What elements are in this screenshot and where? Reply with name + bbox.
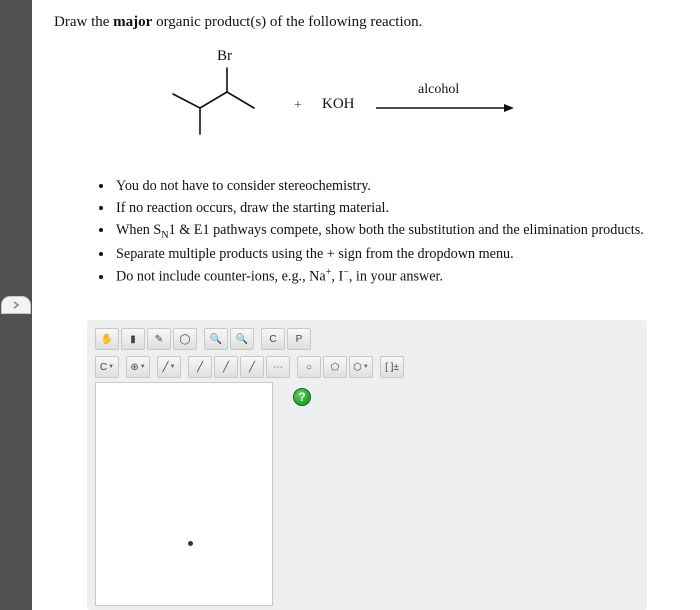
tool-copy[interactable]: C	[261, 328, 285, 350]
reagent-label: KOH	[322, 96, 355, 113]
page-scroll-tab[interactable]	[1, 296, 31, 314]
instruction-item: When SN1 & E1 pathways compete, show bot…	[114, 219, 644, 243]
tool-zoomin[interactable]: 🔍	[204, 328, 228, 350]
prompt-bold: major	[113, 14, 152, 30]
prompt-post: organic product(s) of the following reac…	[152, 14, 422, 30]
instruction-item: You do not have to consider stereochemis…	[114, 175, 644, 197]
drawing-canvas[interactable]	[95, 382, 273, 606]
tool-pencil[interactable]: ✎	[147, 328, 171, 350]
toolbar-row-2: C▼⊕▼╱▼╱╱╱⋯○⬠⬡▼[ ]±	[95, 356, 404, 378]
tool-line[interactable]: ╱▼	[157, 356, 181, 378]
starting-structure	[158, 64, 278, 143]
toolbar-row-1: ✋▮✎◯ 🔍🔍 CP	[95, 328, 311, 350]
reaction-scheme: Br + KOH alcohol	[152, 48, 592, 138]
tool-hand[interactable]: ✋	[95, 328, 119, 350]
plus-sign: +	[294, 98, 302, 114]
tool-ring2[interactable]: ⬠	[323, 356, 347, 378]
tool-paste[interactable]: P	[287, 328, 311, 350]
tool-ring3[interactable]: ⬡▼	[349, 356, 373, 378]
condition-label: alcohol	[418, 82, 459, 98]
tool-charges[interactable]: [ ]±	[380, 356, 404, 378]
tool-lasso[interactable]: ◯	[173, 328, 197, 350]
tool-zoomout[interactable]: 🔍	[230, 328, 254, 350]
tool-bond1[interactable]: ╱	[188, 356, 212, 378]
instruction-list: You do not have to consider stereochemis…	[92, 175, 644, 288]
document-page: Draw the major organic product(s) of the…	[32, 0, 700, 610]
br-label: Br	[217, 48, 232, 65]
instruction-item: Do not include counter-ions, e.g., Na+, …	[114, 265, 644, 288]
canvas-dot	[188, 541, 193, 546]
tool-bond3[interactable]: ╱	[240, 356, 264, 378]
tool-plus[interactable]: ⊕▼	[126, 356, 150, 378]
tool-C[interactable]: C▼	[95, 356, 119, 378]
help-button[interactable]: ?	[293, 388, 311, 406]
drawing-interface: ✋▮✎◯🔍🔍CP C▼⊕▼╱▼╱╱╱⋯○⬠⬡▼[ ]± ?	[87, 320, 647, 610]
tool-ring1[interactable]: ○	[297, 356, 321, 378]
question-prompt: Draw the major organic product(s) of the…	[54, 14, 422, 31]
tool-highlight[interactable]: ▮	[121, 328, 145, 350]
tool-bond2[interactable]: ╱	[214, 356, 238, 378]
prompt-pre: Draw the	[54, 14, 113, 30]
instruction-item: Separate multiple products using the + s…	[114, 243, 644, 265]
tool-bond4[interactable]: ⋯	[266, 356, 290, 378]
instruction-item: If no reaction occurs, draw the starting…	[114, 197, 644, 219]
